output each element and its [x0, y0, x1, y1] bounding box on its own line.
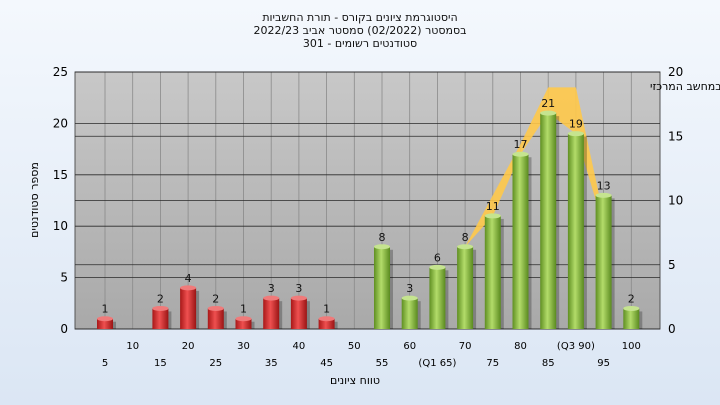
y-tick-label: 10 — [53, 219, 68, 233]
bar-pass — [484, 215, 501, 329]
bar-pass — [401, 298, 418, 329]
bar-fail — [235, 318, 252, 329]
bar-value-label: 2 — [628, 292, 635, 305]
bar-pass — [595, 195, 612, 329]
x-tick-label: 75 — [486, 358, 499, 369]
y2-tick-label: 5 — [668, 258, 676, 272]
bar-pass — [567, 133, 584, 329]
bar-cap — [429, 264, 446, 270]
bar-cap — [401, 295, 418, 301]
bar-cap — [567, 131, 584, 137]
bar-cap — [512, 151, 529, 157]
bar-cap — [290, 295, 307, 301]
bar-value-label: 1 — [240, 303, 247, 316]
bar-cap — [180, 285, 197, 291]
bar-cap — [595, 192, 612, 198]
bar-cap — [540, 110, 557, 116]
y-tick-label: 20 — [53, 116, 68, 130]
bar-pass — [374, 246, 390, 329]
bar-pass — [429, 267, 446, 329]
x-tick-label: 80 — [514, 341, 527, 352]
y-tick-label: 25 — [53, 65, 68, 79]
chart-semester: בסמסטר (02/2022) סמסטר אביב 2022/23 — [253, 24, 467, 37]
y2-tick-label: 20 — [668, 65, 683, 79]
chart-title: היסטוגרמת ציונים בקורס - תורת החשביות — [262, 11, 458, 24]
bar-value-label: 13 — [597, 179, 611, 192]
chart-enrollment: סטודנטים רשומים - 301 — [302, 37, 418, 50]
bar-value-label: 17 — [514, 138, 528, 151]
x-tick-label: 55 — [376, 358, 389, 369]
x-tick-label: 40 — [293, 341, 306, 352]
y-axis-label: מספר סטודנטים — [28, 162, 41, 238]
bar-value-label: 2 — [157, 292, 164, 305]
bar-value-label: 4 — [185, 272, 192, 285]
bar-value-label: 1 — [102, 303, 109, 316]
bar-fail — [318, 318, 335, 329]
bar-cap — [457, 244, 474, 250]
x-tick-label: (Q3 90) — [557, 341, 595, 352]
bar-cap — [263, 295, 280, 301]
x-tick-label: 5 — [102, 358, 108, 369]
x-tick-label: 15 — [154, 358, 167, 369]
bar-value-label: 19 — [569, 118, 583, 131]
bar-value-label: 3 — [268, 282, 275, 295]
interquartile-band — [437, 87, 604, 268]
x-axis-label: טווח ציונים — [330, 374, 380, 387]
x-tick-label: 20 — [182, 341, 195, 352]
x-tick-label: 35 — [265, 358, 278, 369]
y2-tick-label: 15 — [668, 129, 683, 143]
x-tick-label: 50 — [348, 341, 361, 352]
chart-subtitle: במשימה : ציון סופי במערכת האקדמית במחשב … — [650, 80, 720, 93]
bar-cap — [374, 244, 390, 250]
bar-pass — [540, 113, 557, 330]
bar-cap — [152, 305, 169, 311]
x-tick-label: 30 — [237, 341, 250, 352]
x-tick-label: 45 — [320, 358, 333, 369]
y2-tick-label: 10 — [668, 194, 683, 208]
x-tick-label: 95 — [597, 358, 610, 369]
bar-value-label: 3 — [295, 282, 302, 295]
bar-value-label: 3 — [406, 282, 413, 295]
bar-cap — [207, 305, 224, 311]
bar-fail — [263, 298, 280, 329]
bar-fail — [290, 298, 307, 329]
bar-pass — [512, 154, 529, 329]
x-tick-label: 60 — [403, 341, 416, 352]
bar-cap — [318, 316, 335, 322]
bar-fail — [152, 308, 169, 329]
bar-cap — [235, 316, 252, 322]
x-tick-label: 100 — [622, 341, 641, 352]
bar-value-label: 6 — [434, 251, 441, 264]
bar-value-label: 8 — [462, 231, 469, 244]
x-tick-label: 85 — [542, 358, 555, 369]
x-tick-label: 10 — [126, 341, 139, 352]
x-tick-label: 25 — [209, 358, 222, 369]
bar-pass — [623, 308, 640, 329]
bar-value-label: 8 — [379, 231, 386, 244]
y-tick-label: 5 — [60, 271, 68, 285]
bar-value-label: 2 — [212, 292, 219, 305]
bar-value-label: 1 — [323, 303, 330, 316]
y2-tick-label: 0 — [668, 322, 676, 336]
bar-cap — [97, 316, 113, 322]
bar-fail — [97, 318, 113, 329]
bar-cap — [484, 213, 501, 219]
bar-value-label: 21 — [541, 97, 555, 110]
bar-pass — [457, 246, 474, 329]
x-tick-label: 70 — [459, 341, 472, 352]
bar-fail — [207, 308, 224, 329]
bar-fail — [180, 287, 197, 329]
y-tick-label: 15 — [53, 168, 68, 182]
y-tick-label: 0 — [60, 322, 68, 336]
bar-value-label: 11 — [486, 200, 500, 213]
bar-cap — [623, 305, 640, 311]
x-tick-label: (Q1 65) — [418, 358, 456, 369]
